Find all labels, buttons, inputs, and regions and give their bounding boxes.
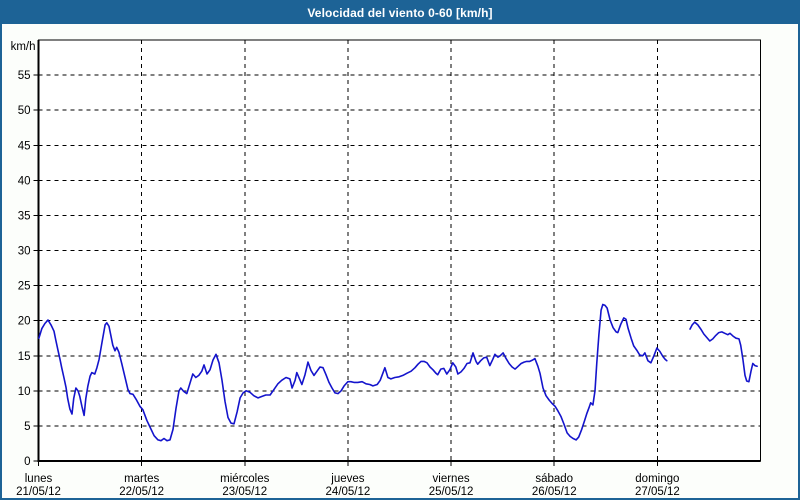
y-tick-label: 0: [24, 456, 30, 468]
wind-speed-line-segment: [689, 321, 758, 383]
day-date-label: 24/05/12: [326, 486, 371, 498]
y-tick-label: 20: [18, 316, 31, 328]
y-tick-label: 55: [18, 70, 31, 82]
y-tick-label: 25: [18, 281, 31, 293]
day-name-label: sábado: [535, 473, 573, 485]
chart-title-bar: Velocidad del viento 0-60 [km/h]: [2, 2, 798, 24]
day-name-label: jueves: [330, 473, 364, 485]
day-name-label: domingo: [635, 473, 679, 485]
y-axis-unit-label: km/h: [11, 41, 36, 53]
day-date-label: 23/05/12: [222, 486, 267, 498]
day-name-label: miércoles: [220, 473, 269, 485]
day-name-label: martes: [124, 473, 159, 485]
y-tick-label: 10: [18, 386, 31, 398]
day-date-label: 21/05/12: [16, 486, 61, 498]
wind-speed-line-segment: [38, 303, 668, 442]
y-tick-label: 50: [18, 105, 31, 117]
y-tick-label: 45: [18, 140, 31, 152]
day-date-label: 22/05/12: [119, 486, 164, 498]
y-tick-label: 5: [24, 421, 30, 433]
day-date-label: 26/05/12: [532, 486, 577, 498]
day-date-label: 25/05/12: [429, 486, 474, 498]
chart-title: Velocidad del viento 0-60 [km/h]: [307, 6, 493, 20]
y-tick-label: 40: [18, 175, 31, 187]
y-tick-label: 30: [18, 246, 31, 258]
day-name-label: lunes: [25, 473, 53, 485]
day-name-label: viernes: [433, 473, 470, 485]
y-tick-label: 15: [18, 351, 31, 363]
day-date-label: 27/05/12: [635, 486, 680, 498]
y-tick-label: 35: [18, 210, 31, 222]
